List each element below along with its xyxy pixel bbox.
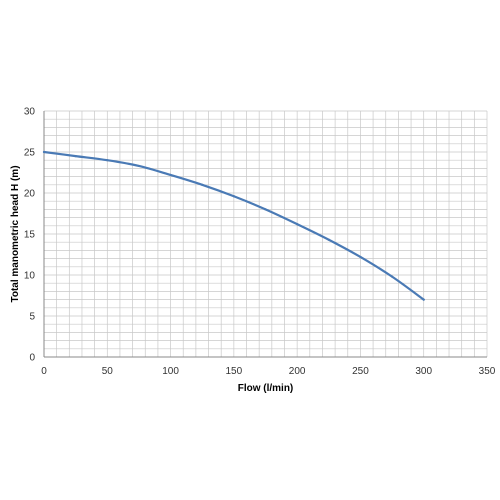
x-tick-label: 250 [352, 366, 369, 377]
data-point [390, 275, 394, 278]
x-tick-label: 150 [226, 366, 243, 377]
data-point [169, 173, 172, 177]
x-tick-label: 50 [102, 366, 114, 377]
data-point [137, 164, 141, 168]
x-tick-label: 300 [415, 366, 432, 377]
tick-labels: 0 50 100 150 200 250 300 350 0 5 10 15 20 25 30 [24, 107, 496, 378]
y-tick-label: 10 [24, 271, 36, 282]
data-point [296, 223, 299, 226]
x-tick-label: 0 [41, 366, 47, 377]
y-tick-label: 20 [24, 189, 36, 200]
data-point [327, 238, 330, 241]
y-tick-label: 5 [29, 312, 35, 323]
data-point [422, 298, 425, 301]
data-point [106, 159, 109, 162]
y-tick-label: 0 [29, 353, 35, 364]
data-point [264, 208, 267, 211]
x-tick-label: 100 [162, 366, 179, 377]
data-point [42, 150, 46, 154]
x-tick-label: 200 [289, 366, 306, 377]
y-axis-title: Total manometric head H (m) [10, 165, 21, 302]
data-point [201, 183, 204, 186]
grid [43, 110, 488, 358]
data-point [232, 195, 235, 198]
y-tick-label: 25 [24, 148, 36, 159]
series-layer [42, 150, 425, 301]
x-axis-title: Flow (l/min) [238, 383, 294, 394]
y-tick-label: 15 [24, 230, 36, 241]
x-tick-label: 350 [479, 366, 496, 377]
y-tick-label: 30 [24, 107, 36, 118]
data-point [74, 155, 77, 158]
data-point [359, 255, 362, 259]
